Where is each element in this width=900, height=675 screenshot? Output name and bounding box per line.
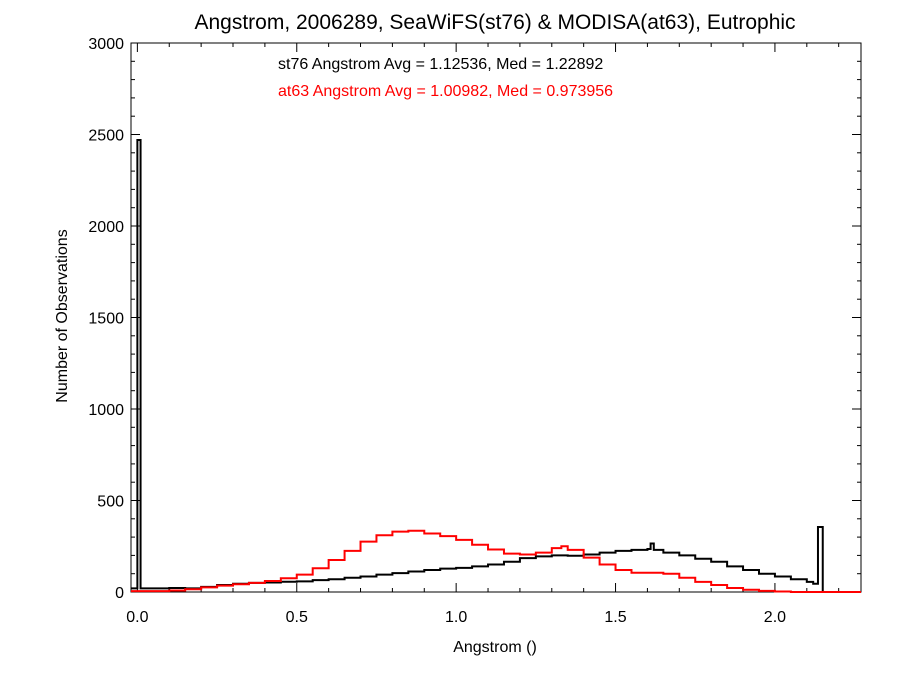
x-tick-label: 0.5 bbox=[286, 609, 308, 626]
plot-frame bbox=[130, 42, 862, 593]
plot-area: 0 500 1000 1500 2000 2500 3000 0.0 0.5 1.0 1.5 2.0 bbox=[88, 36, 862, 626]
series-st76-histogram bbox=[131, 138, 861, 593]
y-tick-label: 500 bbox=[97, 494, 124, 511]
annotation-at63: at63 Angstrom Avg = 1.00982, Med = 0.973… bbox=[278, 83, 613, 100]
series-at63-histogram bbox=[131, 529, 861, 593]
y-tick-label: 2500 bbox=[88, 128, 124, 145]
y-tick-label: 0 bbox=[115, 585, 124, 602]
chart-title: Angstrom, 2006289, SeaWiFS(st76) & MODIS… bbox=[194, 11, 795, 34]
y-tick-label: 1000 bbox=[88, 402, 124, 419]
x-tick-label: 1.0 bbox=[445, 609, 467, 626]
y-tick-label: 3000 bbox=[88, 36, 124, 53]
x-tick-label: 2.0 bbox=[764, 609, 786, 626]
annotation-st76: st76 Angstrom Avg = 1.12536, Med = 1.228… bbox=[278, 56, 603, 73]
x-tick-label: 1.5 bbox=[604, 609, 626, 626]
y-tick-label: 2000 bbox=[88, 219, 124, 236]
y-tick-label: 1500 bbox=[88, 311, 124, 328]
y-axis-label: Number of Observations bbox=[54, 229, 71, 402]
x-tick-label: 0.0 bbox=[126, 609, 148, 626]
x-axis-label: Angstrom () bbox=[453, 639, 537, 656]
